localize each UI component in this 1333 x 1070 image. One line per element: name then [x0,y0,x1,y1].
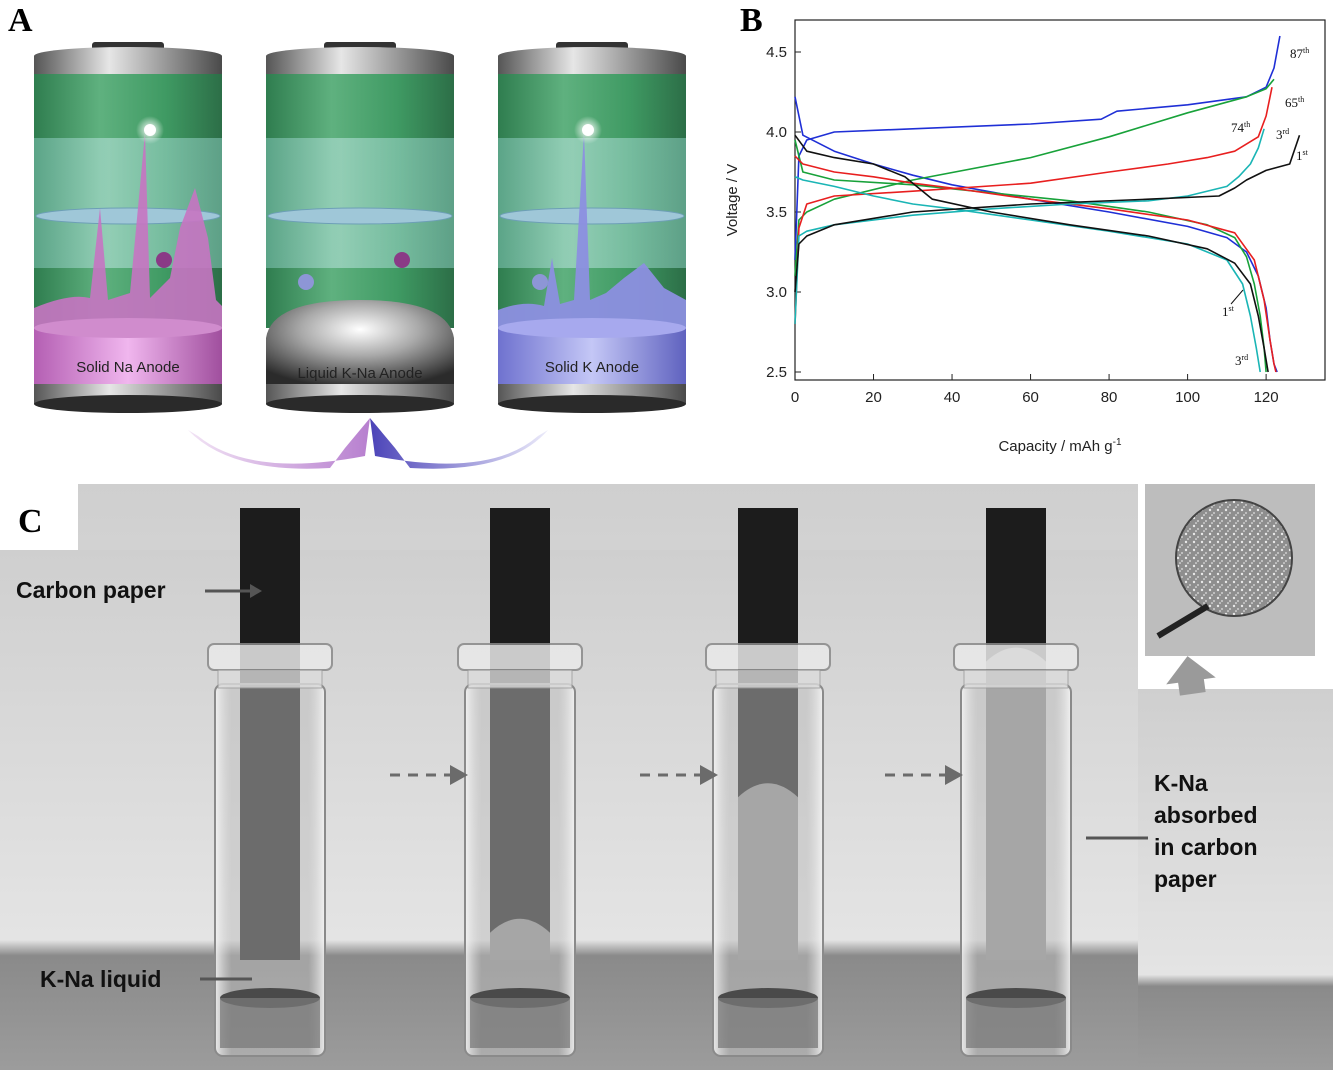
series-2-discharge-line [794,139,1267,373]
chart-ticks: 0 20 40 60 80 100 120 2.5 3.0 3.5 4.0 4.5 [766,44,1278,406]
x-tick-label: 20 [865,389,882,406]
panel-label-c: C [18,503,43,540]
annotation-absorbed-3: in carbon [1154,834,1258,860]
vial-lip [207,643,333,671]
cycle-label-1st-discharge: 1st [1222,304,1235,319]
vial-neck [963,669,1069,689]
vial-stage-2 [457,508,583,1057]
cell-label-solid-k: Solid K Anode [545,359,639,376]
x-tick-label: 0 [791,389,799,406]
y-tick-label: 4.5 [766,44,787,61]
series-3-charge-line [794,87,1273,325]
cycle-label-1st-charge: 1st [1296,148,1309,163]
vial-stage-1 [207,508,333,1057]
y-tick-label: 4.0 [766,124,787,141]
y-tick-label: 2.5 [766,364,787,381]
plot-frame [794,19,1326,381]
series-5-discharge-line [794,134,1269,373]
cycle-labels: 87th 65th 74th 3rd 1st 1st 3rd [1222,46,1309,368]
cell-label-liquid-kna: Liquid K-Na Anode [297,365,422,382]
kna-liquid-pool [718,998,818,1048]
chart-series [794,35,1301,373]
kna-liquid-pool [966,998,1066,1048]
cycle-label-3rd-charge: 3rd [1276,127,1289,142]
y-axis-label: Voltage / V [724,164,741,237]
kna-liquid-pool [220,998,320,1048]
battery-solid-na: Solid Na Anode [34,42,222,413]
inset-disc-photo [1145,484,1315,696]
y-tick-label: 3.0 [766,284,787,301]
battery-liquid-kna: Liquid K-Na Anode [266,42,454,413]
x-tick-label: 100 [1175,389,1200,406]
panel-a-illustration: Solid Na Anode Liquid K-Na Anode Solid K… [34,42,686,469]
vial-lip [953,643,1079,671]
panel-label-b: B [740,2,763,39]
cell-label-solid-na: Solid Na Anode [76,359,179,376]
annotation-carbon-paper: Carbon paper [16,577,166,603]
x-axis-label: Capacity / mAh g-1 [998,437,1122,455]
series-2-charge-line [794,78,1275,277]
series-4-charge-line [794,128,1265,325]
arrow-k-to-liquid [370,418,548,469]
annotation-carbon-paper-arrowhead [250,584,262,598]
arrow-na-to-liquid [188,418,370,469]
vial-sequence [207,508,1079,1057]
x-tick-label: 40 [944,389,961,406]
cycle-label-3rd-discharge: 3rd [1235,353,1248,368]
series-5-charge-line [794,134,1301,293]
y-tick-label: 3.5 [766,204,787,221]
x-tick-label: 80 [1101,389,1118,406]
cycle-label-74th: 74th [1231,120,1250,135]
progress-arrowheads [450,765,963,785]
vial-lip [457,643,583,671]
vial-neck [715,669,821,689]
annotation-absorbed-4: paper [1154,866,1217,892]
cycle-label-65th: 65th [1285,95,1304,110]
x-tick-label: 120 [1254,389,1279,406]
panel-label-a: A [8,2,33,39]
vial-neck [467,669,573,689]
panel-c-photo: C Carbon paper K-Na liquid K-Na absorbed… [0,484,1333,1070]
vial-stage-4 [953,508,1079,1057]
annotation-kna-liquid: K-Na liquid [40,966,161,992]
series-3-discharge-line [794,155,1277,373]
voltage-capacity-chart: 0 20 40 60 80 100 120 2.5 3.0 3.5 4.0 4.5 Capacity … [724,19,1326,455]
cycle-1st-pointer [1230,289,1244,305]
series-1-discharge-line [794,96,1278,373]
kna-liquid-pool [470,998,570,1048]
battery-solid-k: Solid K Anode [498,42,686,413]
annotation-absorbed-1: K-Na [1154,770,1208,796]
x-tick-label: 60 [1022,389,1039,406]
vial-stage-3 [705,508,831,1057]
annotation-absorbed-2: absorbed [1154,802,1258,828]
series-1-charge-line [794,35,1281,261]
vial-neck [217,669,323,689]
vial-lip [705,643,831,671]
cycle-label-87th: 87th [1290,46,1309,61]
